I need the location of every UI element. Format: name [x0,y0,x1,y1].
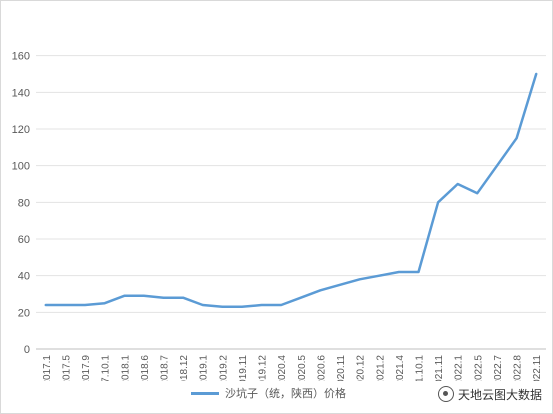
y-tick-label: 60 [18,234,30,246]
data-point [299,296,302,299]
x-tick-label: 2019.11 [238,355,249,381]
data-point [397,271,400,274]
series-layer [44,72,538,309]
y-tick-label: 80 [18,197,30,209]
x-tick-label: 2022.5 [473,355,484,381]
x-tick-label: 2019.12 [258,355,269,381]
data-point [201,304,204,307]
data-point [417,271,420,274]
y-axis-ticks: 0 20 40 60 80 100 120 140 160 [12,51,30,356]
legend-label: 沙坑子（统，陕西）价格 [225,388,346,400]
data-point [44,304,47,307]
data-point [358,278,361,281]
data-point [476,192,479,195]
x-tick-label: 2017.10.1 [101,355,112,381]
x-tick-label: 2020.11 [336,355,347,381]
watermark: 天地云图大数据 [437,383,542,405]
x-tick-label: 2020.5 [297,355,308,381]
data-point [339,283,342,286]
x-tick-label: 2020.6 [316,355,327,381]
x-tick-label: 2017.5 [61,355,72,381]
data-point [64,304,67,307]
x-tick-label: 2021.2 [375,355,386,381]
x-tick-label: 2019.2 [218,355,229,381]
x-tick-label: 2022.11 [532,355,543,381]
data-point [495,164,498,167]
legend: 沙坑子（统，陕西）价格 [191,383,346,403]
data-point [437,201,440,204]
x-tick-label: 2018.7 [160,355,171,381]
y-tick-label: 120 [12,124,30,136]
data-point [182,296,185,299]
wechat-icon [437,386,454,402]
data-point [319,289,322,292]
x-tick-label: 2018.1 [120,355,131,381]
x-tick-label: 2021.10.1 [415,355,426,381]
y-tick-label: 160 [12,51,30,63]
data-point [260,304,263,307]
x-tick-label: 2022.8 [513,355,524,381]
x-tick-label: 2022.1 [454,355,465,381]
series-line [44,72,538,309]
x-tick-label: 2020.12 [356,355,367,381]
data-point [103,302,106,305]
y-tick-label: 140 [12,87,30,99]
gridlines [36,55,546,350]
x-tick-label: 2022.7 [493,355,504,381]
x-axis-ticks: 2017.1 2017.5 2017.9 2017.10.1 2018.1 2018.6 2… [42,355,543,400]
x-tick-label: 2017.1 [42,355,53,381]
y-tick-label: 20 [18,307,30,319]
x-tick-label: 2020.4 [277,355,288,381]
legend-swatch [191,391,219,395]
data-point [142,294,145,297]
data-point [280,304,283,307]
data-point [378,274,381,277]
data-point [123,294,126,297]
data-point [240,305,243,308]
x-tick-label: 2021.11 [434,355,445,381]
x-tick-label: 2019.1 [199,355,210,381]
x-tick-label: 2018.6 [140,355,151,381]
data-point [221,305,224,308]
data-point [84,304,87,307]
watermark-text: 天地云图大数据 [457,387,542,402]
data-point [162,296,165,299]
data-point [515,137,518,140]
data-point [456,183,459,186]
line-chart: 0 20 40 60 80 100 120 140 160 2017.1 2017.5 2017.9… [12,51,546,400]
y-tick-label: 100 [12,161,30,173]
x-tick-label: 2021.4 [395,355,406,381]
x-tick-label: 2018.12 [179,355,190,381]
y-tick-label: 40 [18,271,30,283]
x-tick-label: 2017.9 [81,355,92,381]
data-point [535,73,538,76]
y-tick-label: 0 [24,344,30,356]
